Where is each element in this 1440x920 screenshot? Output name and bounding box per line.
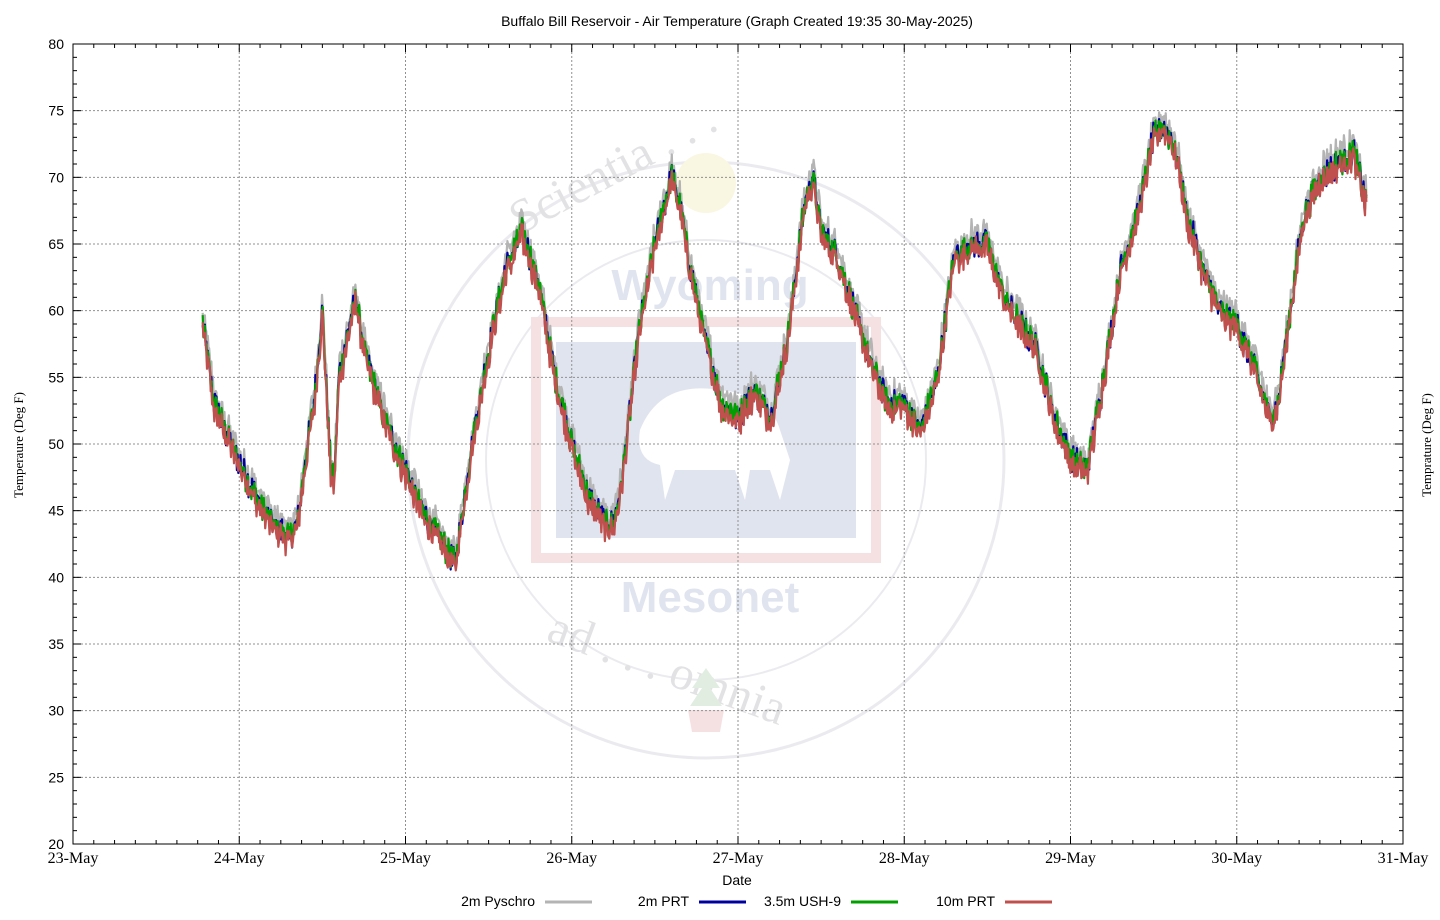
watermark-tree-icon	[690, 668, 722, 706]
x-tick-label: 23-May	[48, 850, 99, 867]
y-tick-label: 40	[48, 569, 64, 585]
watermark-bottom-text: Mesonet	[621, 573, 800, 622]
x-tick-label: 30-May	[1211, 850, 1262, 867]
series-layer	[201, 111, 1368, 572]
watermark-pot-icon	[688, 710, 724, 732]
series-line-10m-prt	[201, 125, 1368, 572]
y-axis-label-right: Temprature (Deg F)	[1419, 393, 1434, 497]
legend: 2m Pyschro 2m PRT 3.5m USH-9 10m PRT	[461, 893, 1052, 909]
y-tick-label: 45	[48, 503, 64, 519]
tick-labels: 20 25 30 35 40 45 50 55 60 65 70 75 80 23-May 24-May 25…	[48, 36, 1429, 867]
y-axis-label-left: Temperaure (Deg F)	[11, 392, 26, 498]
y-tick-label: 75	[48, 103, 64, 119]
y-tick-label: 65	[48, 236, 64, 252]
axes	[72, 43, 1404, 845]
y-tick-label: 80	[48, 36, 64, 52]
y-tick-label: 50	[48, 436, 64, 452]
watermark-sun	[676, 153, 736, 213]
x-tick-label: 27-May	[713, 850, 764, 867]
grid-lines	[73, 44, 1403, 844]
y-tick-label: 55	[48, 369, 64, 385]
y-tick-label: 60	[48, 303, 64, 319]
x-tick-label: 25-May	[380, 850, 431, 867]
chart-title: Buffalo Bill Reservoir - Air Temperature…	[501, 13, 973, 29]
y-tick-label: 35	[48, 636, 64, 652]
plot-frame	[72, 43, 1404, 845]
legend-label: 2m Pyschro	[461, 893, 535, 909]
x-axis-label: Date	[722, 872, 752, 888]
x-tick-label: 26-May	[546, 850, 597, 867]
x-tick-label: 29-May	[1045, 850, 1096, 867]
legend-label: 3.5m USH-9	[764, 893, 841, 909]
y-tick-label: 25	[48, 769, 64, 785]
y-tick-label: 70	[48, 169, 64, 185]
series-line-2m-pyschro	[201, 111, 1368, 559]
y-tick-label: 20	[48, 836, 64, 852]
x-tick-label: 28-May	[879, 850, 930, 867]
x-tick-label: 31-May	[1378, 850, 1429, 867]
legend-label: 2m PRT	[638, 893, 690, 909]
legend-label: 10m PRT	[936, 893, 995, 909]
watermark-inner-ring	[485, 239, 927, 681]
y-tick-label: 30	[48, 703, 64, 719]
x-tick-label: 24-May	[214, 850, 265, 867]
